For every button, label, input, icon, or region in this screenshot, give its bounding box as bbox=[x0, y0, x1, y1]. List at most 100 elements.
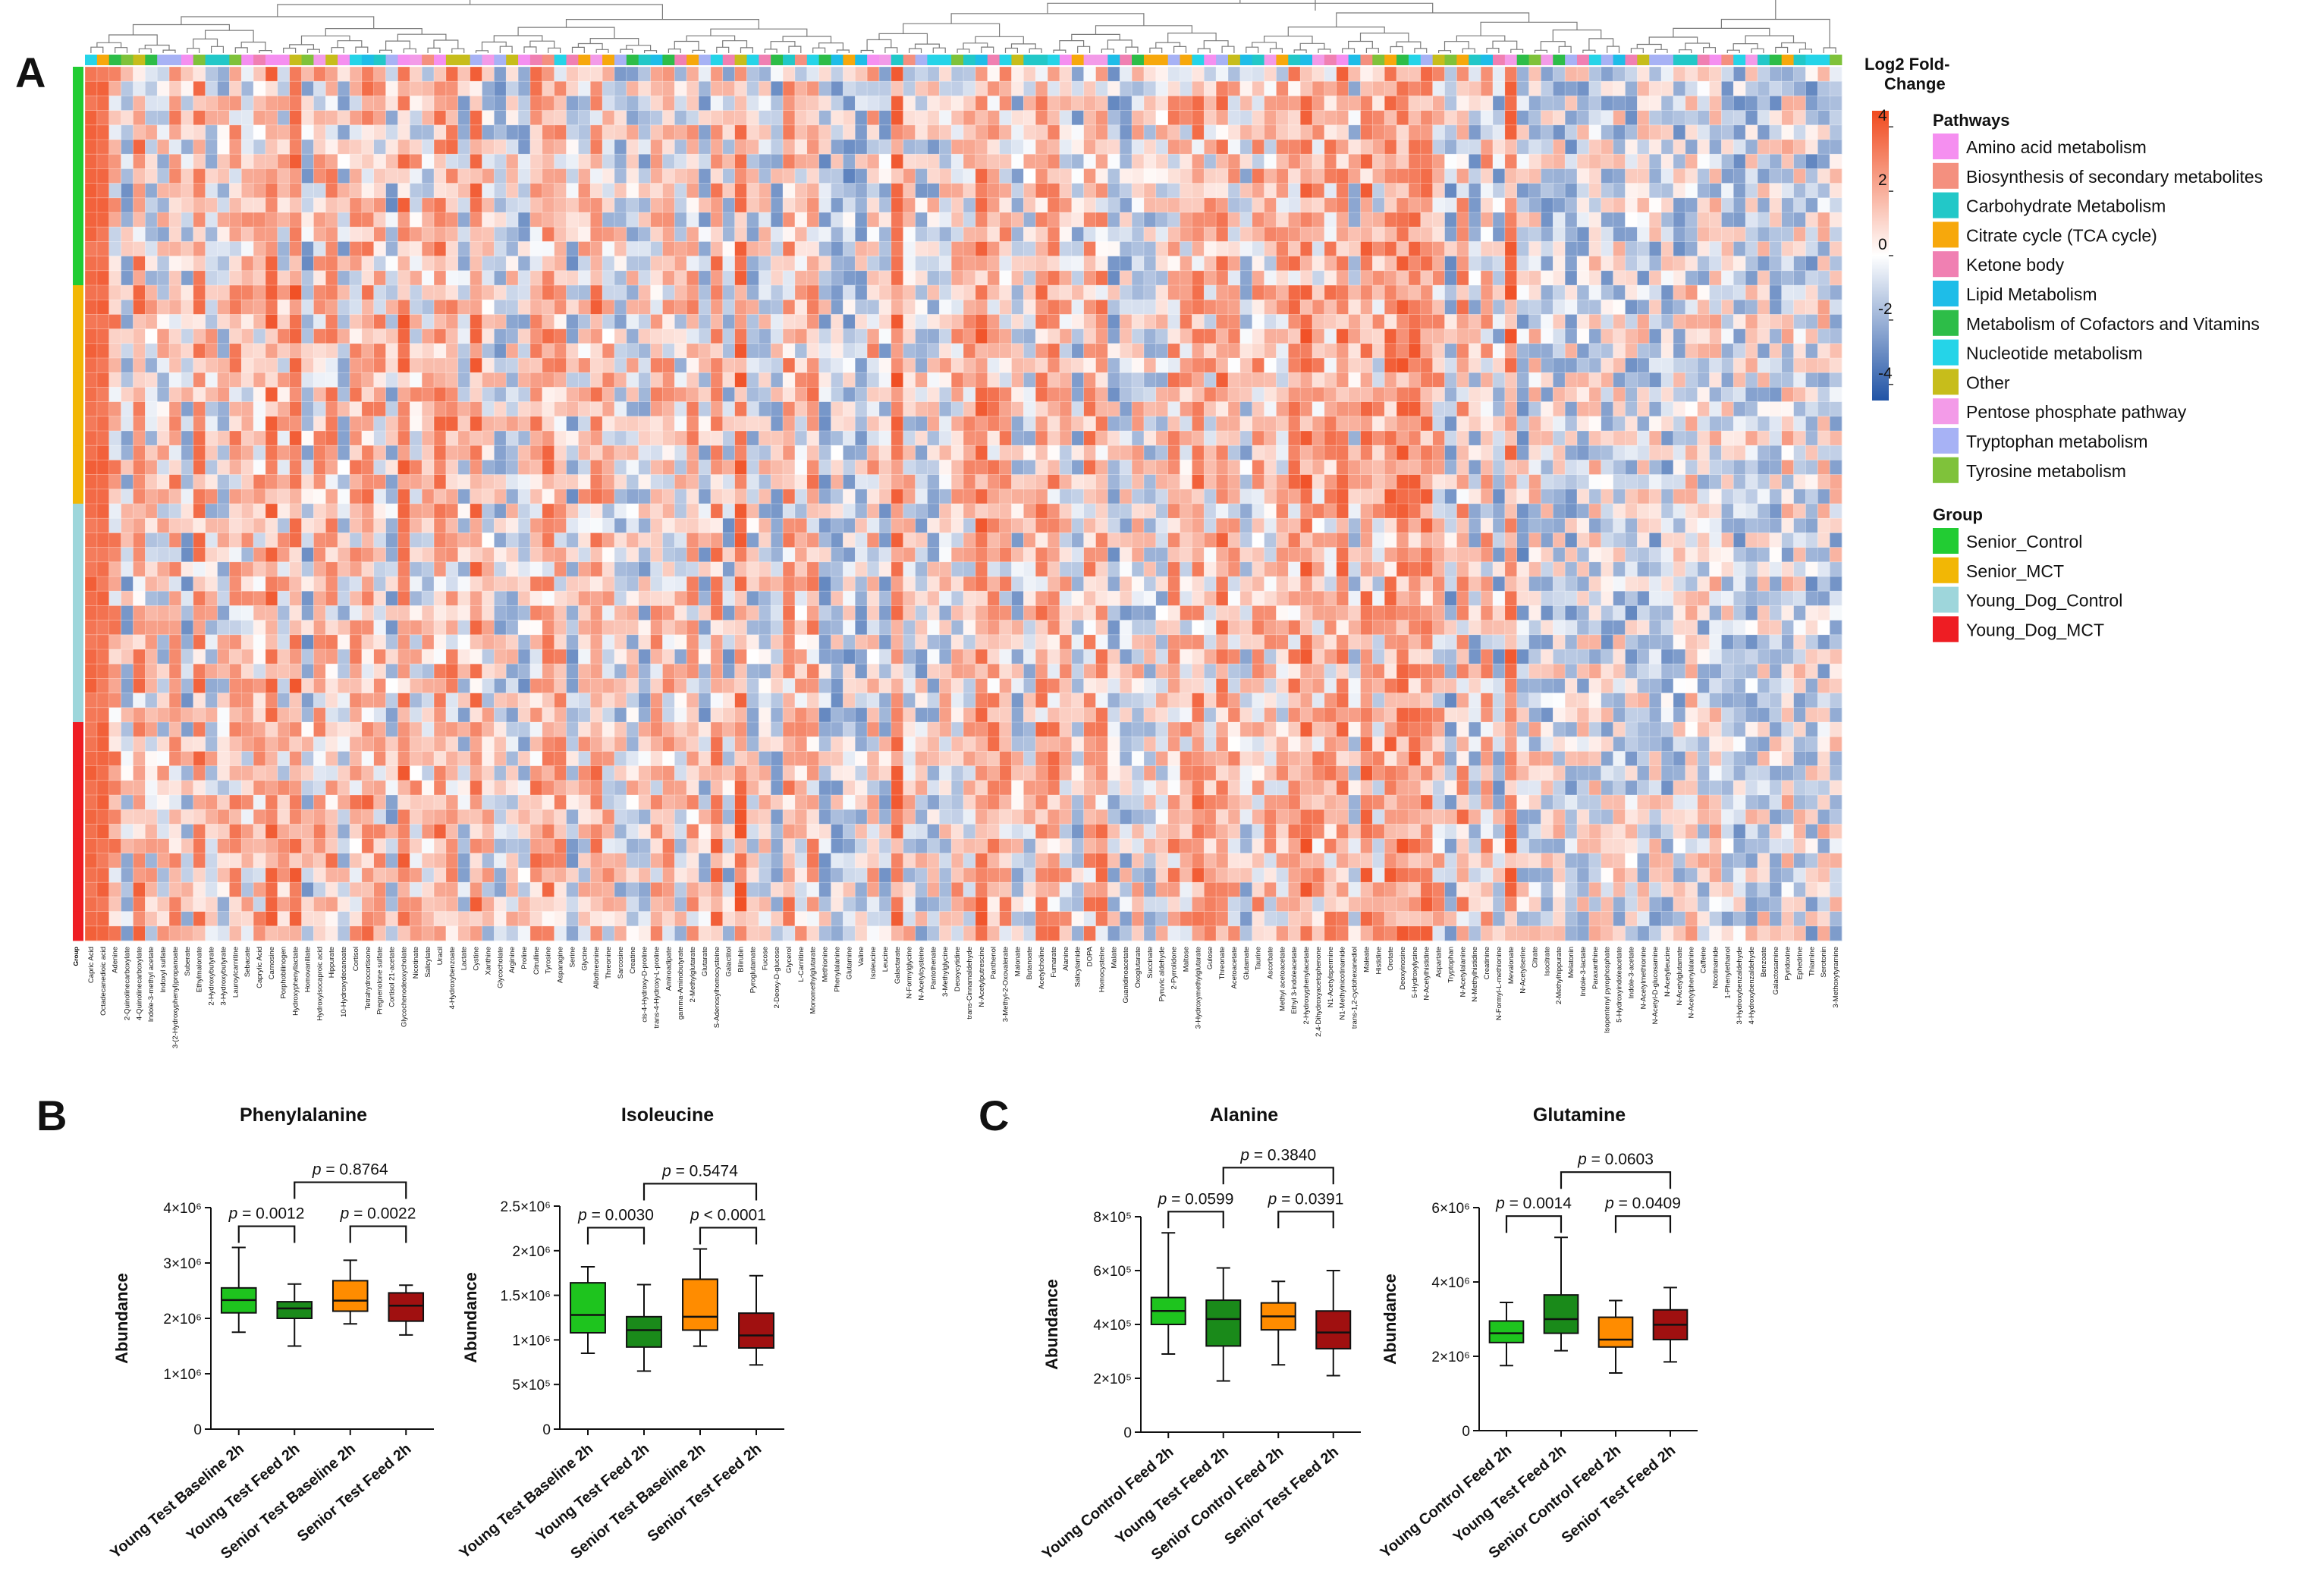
heatmap-cell bbox=[217, 270, 230, 286]
heatmap-cell bbox=[1083, 227, 1096, 242]
heatmap-cell bbox=[1673, 168, 1686, 184]
heatmap-cell bbox=[1721, 431, 1734, 446]
heatmap-cell bbox=[1384, 460, 1397, 475]
heatmap-cell bbox=[1444, 96, 1457, 111]
heatmap-cell bbox=[1805, 445, 1818, 460]
heatmap-cell bbox=[1035, 300, 1048, 315]
heatmap-cell bbox=[891, 358, 904, 373]
heatmap-cell bbox=[1023, 183, 1036, 199]
heatmap-cell bbox=[1588, 343, 1602, 359]
heatmap-cell bbox=[1661, 547, 1674, 563]
heatmap-cell bbox=[1143, 197, 1157, 213]
heatmap-cell bbox=[818, 67, 831, 82]
heatmap-cell bbox=[205, 533, 218, 548]
heatmap-cell bbox=[1661, 416, 1674, 432]
heatmap-cell bbox=[1637, 300, 1650, 315]
heatmap-cell bbox=[759, 328, 771, 344]
heatmap-cell bbox=[434, 197, 447, 213]
heatmap-cell bbox=[734, 504, 747, 519]
heatmap-cell bbox=[1132, 518, 1145, 533]
heatmap-cell bbox=[1312, 256, 1325, 272]
heatmap-cell bbox=[939, 343, 952, 359]
heatmap-cell bbox=[831, 460, 843, 475]
heatmap-cell bbox=[1721, 81, 1734, 96]
heatmap-cell bbox=[1204, 533, 1217, 548]
heatmap-cell bbox=[1216, 474, 1229, 490]
heatmap-cell bbox=[1481, 445, 1494, 460]
heatmap-cell bbox=[927, 328, 940, 344]
heatmap-cell bbox=[1095, 372, 1108, 388]
heatmap-cell bbox=[1204, 183, 1217, 199]
heatmap-cell bbox=[710, 314, 724, 329]
heatmap-cell bbox=[806, 474, 820, 490]
heatmap-cell bbox=[915, 81, 928, 96]
heatmap-cell bbox=[686, 124, 699, 140]
heatmap-cell bbox=[289, 154, 302, 169]
heatmap-cell bbox=[96, 431, 110, 446]
heatmap-cell bbox=[1697, 183, 1710, 199]
heatmap-cell bbox=[1023, 460, 1036, 475]
heatmap-cell bbox=[1432, 372, 1445, 388]
heatmap-cell bbox=[470, 154, 482, 169]
heatmap-cell bbox=[1300, 227, 1313, 242]
heatmap-cell bbox=[529, 474, 543, 490]
heatmap-cell bbox=[205, 358, 218, 373]
heatmap-cell bbox=[1769, 285, 1783, 300]
heatmap-cell bbox=[410, 445, 423, 460]
heatmap-cell bbox=[578, 518, 591, 533]
heatmap-cell bbox=[313, 533, 326, 548]
heatmap-cell bbox=[891, 300, 904, 315]
heatmap-cell bbox=[1781, 314, 1794, 329]
heatmap-cell bbox=[746, 183, 759, 199]
heatmap-cell bbox=[1107, 227, 1120, 242]
heatmap-cell bbox=[1661, 154, 1674, 169]
heatmap-cell bbox=[470, 474, 482, 490]
heatmap-cell bbox=[614, 547, 627, 563]
heatmap-cell bbox=[1577, 328, 1590, 344]
heatmap-cell bbox=[518, 533, 531, 548]
heatmap-cell bbox=[818, 256, 831, 272]
heatmap-cell bbox=[1107, 489, 1120, 504]
heatmap-cell bbox=[518, 256, 531, 272]
heatmap-cell bbox=[806, 504, 820, 519]
heatmap-cell bbox=[181, 81, 194, 96]
heatmap-cell bbox=[1227, 300, 1241, 315]
heatmap-cell bbox=[699, 343, 712, 359]
heatmap-cell bbox=[1011, 300, 1024, 315]
heatmap-cell bbox=[602, 533, 615, 548]
heatmap-cell bbox=[1396, 431, 1409, 446]
heatmap-cell bbox=[457, 285, 471, 300]
heatmap-cell bbox=[566, 168, 579, 184]
heatmap-cell bbox=[494, 474, 507, 490]
heatmap-cell bbox=[1661, 124, 1674, 140]
heatmap-cell bbox=[1252, 67, 1264, 82]
heatmap-cell bbox=[1264, 300, 1277, 315]
heatmap-cell bbox=[1155, 285, 1169, 300]
heatmap-cell bbox=[1492, 372, 1506, 388]
heatmap-cell bbox=[1649, 416, 1662, 432]
heatmap-cell bbox=[1781, 183, 1794, 199]
heatmap-cell bbox=[710, 518, 724, 533]
heatmap-cell bbox=[554, 67, 567, 82]
heatmap-cell bbox=[1192, 328, 1205, 344]
heatmap-cell bbox=[193, 154, 206, 169]
heatmap-cell bbox=[843, 285, 856, 300]
heatmap-cell bbox=[1048, 445, 1060, 460]
heatmap-cell bbox=[987, 300, 1000, 315]
heatmap-cell bbox=[1757, 387, 1770, 402]
heatmap-cell bbox=[1577, 81, 1590, 96]
heatmap-cell bbox=[181, 241, 194, 256]
heatmap-cell bbox=[397, 183, 410, 199]
heatmap-cell bbox=[85, 212, 98, 228]
heatmap-cell bbox=[999, 547, 1012, 563]
heatmap-cell bbox=[1745, 300, 1758, 315]
heatmap-cell bbox=[410, 401, 423, 417]
heatmap-cell bbox=[1264, 445, 1277, 460]
heatmap-cell bbox=[1601, 227, 1613, 242]
heatmap-cell bbox=[554, 96, 567, 111]
heatmap-cell bbox=[1336, 460, 1349, 475]
heatmap-cell bbox=[1396, 328, 1409, 344]
heatmap-cell bbox=[939, 183, 952, 199]
heatmap-cell bbox=[939, 154, 952, 169]
heatmap-cell bbox=[253, 124, 266, 140]
